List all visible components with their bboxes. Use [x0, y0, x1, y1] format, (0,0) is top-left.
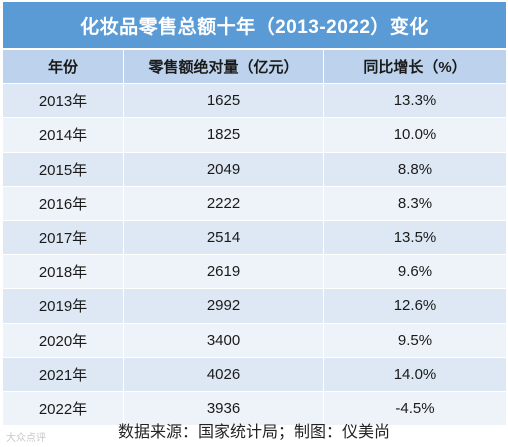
table-row: 2016年 2222 8.3%: [3, 186, 506, 221]
growth-cell: -4.5%: [324, 391, 506, 427]
table-row: 2019年 2992 12.6%: [3, 289, 506, 324]
year-cell: 2013年: [3, 84, 124, 119]
sales-cell: 2514: [124, 220, 324, 256]
growth-cell: 9.6%: [324, 255, 506, 290]
sales-cell: 2222: [124, 186, 324, 221]
watermark: 大众点评: [6, 433, 46, 444]
year-cell: 2022年: [3, 391, 124, 427]
year-cell: 2017年: [3, 220, 124, 256]
header-year: 年份: [3, 50, 124, 85]
growth-cell: 8.8%: [324, 152, 506, 187]
growth-cell: 8.3%: [324, 186, 506, 221]
sales-cell: 3400: [124, 323, 324, 358]
year-cell: 2019年: [3, 289, 124, 324]
table-row: 2015年 2049 8.8%: [3, 152, 506, 187]
year-cell: 2021年: [3, 357, 124, 392]
year-cell: 2016年: [3, 186, 124, 221]
sales-cell: 2049: [124, 152, 324, 187]
table-row: 2022年 3936 -4.5%: [3, 391, 506, 427]
growth-cell: 9.5%: [324, 323, 506, 358]
table-row: 2014年 1825 10.0%: [3, 118, 506, 153]
year-cell: 2020年: [3, 323, 124, 358]
source-footer: 数据来源：国家统计局；制图：仪美尚: [117, 423, 390, 441]
table-row: 2021年 4026 14.0%: [3, 357, 506, 392]
sales-cell: 1625: [124, 84, 324, 119]
sales-cell: 1825: [124, 118, 324, 153]
growth-cell: 13.3%: [324, 84, 506, 119]
header-growth: 同比增长（%）: [324, 50, 506, 85]
table-row: 2020年 3400 9.5%: [3, 323, 506, 358]
year-cell: 2018年: [3, 255, 124, 290]
growth-cell: 14.0%: [324, 357, 506, 392]
header-sales: 零售额绝对量（亿元）: [124, 50, 324, 85]
year-cell: 2015年: [3, 152, 124, 187]
year-cell: 2014年: [3, 118, 124, 153]
header-row: 年份 零售额绝对量（亿元） 同比增长（%）: [3, 50, 506, 85]
data-table: 年份 零售额绝对量（亿元） 同比增长（%） 2013年 1625 13.3% 2…: [3, 50, 506, 427]
growth-cell: 13.5%: [324, 220, 506, 256]
table-row: 2018年 2619 9.6%: [3, 255, 506, 290]
table-row: 2013年 1625 13.3%: [3, 84, 506, 119]
sales-cell: 2992: [124, 289, 324, 324]
sales-cell: 2619: [124, 255, 324, 290]
table-title: 化妆品零售总额十年（2013-2022）变化: [3, 2, 506, 48]
table-row: 2017年 2514 13.5%: [3, 220, 506, 256]
growth-cell: 12.6%: [324, 289, 506, 324]
sales-cell: 4026: [124, 357, 324, 392]
growth-cell: 10.0%: [324, 118, 506, 153]
sales-cell: 3936: [124, 391, 324, 427]
